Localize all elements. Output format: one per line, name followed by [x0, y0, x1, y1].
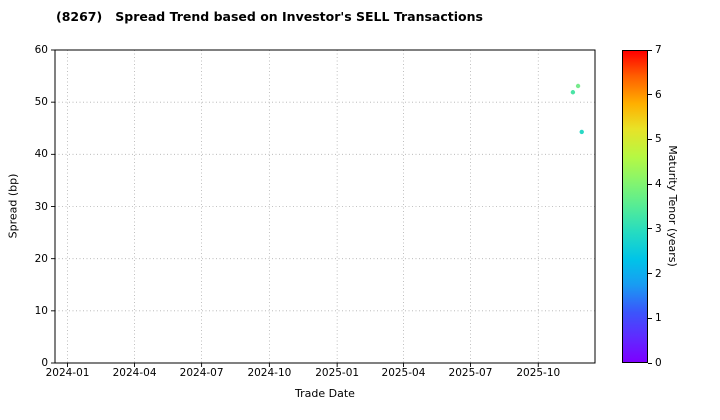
colorbar-tick-mark [648, 362, 652, 364]
colorbar-tick-label: 2 [655, 267, 662, 280]
colorbar-tick-mark [648, 317, 652, 319]
y-tick-label: 30 [34, 200, 48, 213]
x-tick-label: 2025-01 [315, 367, 360, 379]
x-tick-label: 2024-07 [179, 367, 224, 379]
colorbar-tick-label: 7 [655, 43, 662, 56]
colorbar-tick-mark [648, 273, 652, 275]
data-point [570, 90, 576, 95]
plot-area [51, 49, 596, 367]
colorbar-tick-mark [648, 183, 652, 185]
colorbar [622, 50, 648, 363]
x-tick-label: 2025-04 [381, 367, 426, 379]
colorbar-tick-mark [648, 49, 652, 51]
colorbar-tick-label: 1 [655, 312, 662, 325]
y-tick-label: 0 [41, 356, 48, 369]
colorbar-tick-label: 4 [655, 177, 662, 190]
colorbar-label: Maturity Tenor (years) [666, 145, 679, 267]
colorbar-tick-label: 5 [655, 133, 662, 146]
colorbar-tick-mark [648, 94, 652, 96]
x-tick-label: 2025-10 [516, 367, 561, 379]
x-tick-label: 2024-04 [112, 367, 157, 379]
x-tick-label: 2025-07 [448, 367, 493, 379]
x-tick-label: 2024-01 [45, 367, 90, 379]
y-tick-label: 20 [34, 252, 48, 265]
y-tick-label: 50 [34, 95, 48, 108]
data-point [579, 129, 584, 135]
y-tick-label: 60 [34, 43, 48, 56]
x-tick-label: 2024-10 [247, 367, 292, 379]
colorbar-tick-mark [648, 228, 652, 230]
plot-border [54, 49, 596, 364]
y-tick-label: 40 [34, 148, 48, 161]
data-point [575, 83, 581, 89]
colorbar-tick-label: 6 [655, 88, 662, 101]
y-tick-label: 10 [34, 304, 48, 317]
x-axis-label: Trade Date [295, 387, 355, 400]
colorbar-tick-label: 0 [655, 356, 662, 369]
chart-title: (8267) Spread Trend based on Investor's … [56, 9, 483, 24]
colorbar-tick-mark [648, 138, 652, 140]
colorbar-tick-label: 3 [655, 222, 662, 235]
